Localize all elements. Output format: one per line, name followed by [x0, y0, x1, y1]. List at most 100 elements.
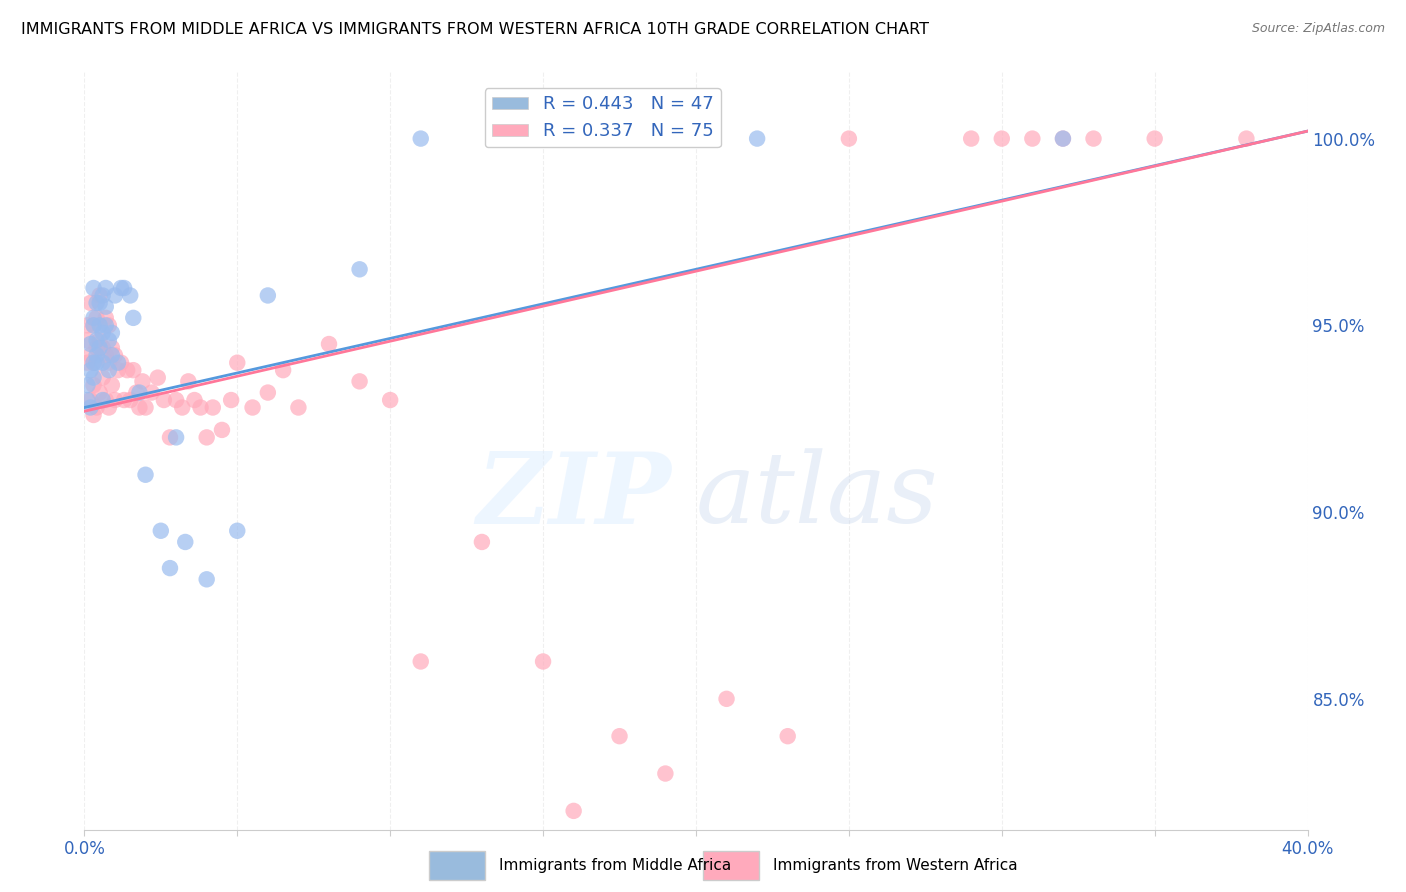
- Point: [287, 401, 309, 415]
- Point: [172, 401, 194, 415]
- Point: [609, 729, 631, 743]
- Point: [91, 326, 114, 340]
- Point: [1143, 131, 1166, 145]
- Point: [122, 363, 145, 377]
- Point: [110, 281, 132, 295]
- Point: [94, 392, 117, 407]
- Point: [128, 385, 150, 400]
- Point: [531, 655, 554, 669]
- Text: Immigrants from Western Africa: Immigrants from Western Africa: [773, 858, 1018, 872]
- Point: [97, 356, 120, 370]
- Point: [716, 691, 738, 706]
- Point: [89, 318, 111, 333]
- Point: [211, 423, 233, 437]
- Point: [89, 341, 111, 355]
- Point: [101, 341, 124, 355]
- Point: [242, 401, 264, 415]
- Point: [79, 337, 101, 351]
- Point: [747, 131, 769, 145]
- Point: [349, 262, 371, 277]
- Point: [219, 392, 242, 407]
- Point: [960, 131, 983, 145]
- Point: [94, 310, 117, 325]
- Point: [94, 281, 117, 295]
- Point: [83, 408, 105, 422]
- Point: [257, 288, 280, 302]
- Point: [562, 804, 585, 818]
- Point: [107, 363, 129, 377]
- Point: [76, 333, 98, 347]
- Point: [120, 288, 142, 302]
- Point: [79, 296, 101, 310]
- Text: Immigrants from Middle Africa: Immigrants from Middle Africa: [499, 858, 731, 872]
- Point: [159, 430, 181, 444]
- Point: [1021, 131, 1043, 145]
- Point: [76, 378, 98, 392]
- Point: [107, 356, 129, 370]
- Point: [131, 375, 153, 389]
- Point: [86, 348, 108, 362]
- Point: [86, 356, 108, 370]
- Point: [79, 392, 101, 407]
- Point: [141, 385, 163, 400]
- Point: [146, 370, 169, 384]
- Point: [83, 318, 105, 333]
- Point: [86, 401, 108, 415]
- Point: [201, 401, 224, 415]
- Point: [89, 296, 111, 310]
- Point: [83, 356, 105, 370]
- Point: [654, 766, 676, 780]
- Point: [776, 729, 799, 743]
- Point: [471, 535, 494, 549]
- Point: [226, 524, 249, 538]
- Point: [101, 348, 124, 362]
- Point: [83, 370, 105, 384]
- Point: [91, 356, 114, 370]
- Point: [76, 392, 98, 407]
- Point: [128, 401, 150, 415]
- Point: [89, 385, 111, 400]
- Legend: R = 0.443   N = 47, R = 0.337   N = 75: R = 0.443 N = 47, R = 0.337 N = 75: [485, 88, 720, 147]
- Text: ZIP: ZIP: [477, 448, 672, 544]
- Point: [94, 348, 117, 362]
- Point: [94, 318, 117, 333]
- Point: [115, 363, 138, 377]
- Point: [120, 392, 142, 407]
- Point: [94, 300, 117, 314]
- Text: IMMIGRANTS FROM MIDDLE AFRICA VS IMMIGRANTS FROM WESTERN AFRICA 10TH GRADE CORRE: IMMIGRANTS FROM MIDDLE AFRICA VS IMMIGRA…: [21, 22, 929, 37]
- Point: [112, 392, 135, 407]
- Point: [226, 356, 249, 370]
- Point: [159, 561, 181, 575]
- Point: [318, 337, 340, 351]
- Point: [135, 467, 157, 482]
- Point: [838, 131, 860, 145]
- Text: Source: ZipAtlas.com: Source: ZipAtlas.com: [1251, 22, 1385, 36]
- Point: [91, 288, 114, 302]
- Point: [89, 333, 111, 347]
- Point: [165, 430, 187, 444]
- Point: [86, 310, 108, 325]
- Point: [1052, 131, 1074, 145]
- Point: [112, 281, 135, 295]
- Point: [991, 131, 1014, 145]
- Point: [149, 524, 172, 538]
- Point: [183, 392, 205, 407]
- Point: [79, 348, 101, 362]
- Point: [409, 655, 432, 669]
- Point: [104, 348, 127, 362]
- Point: [380, 392, 402, 407]
- Point: [165, 392, 187, 407]
- Point: [86, 296, 108, 310]
- Point: [79, 401, 101, 415]
- Point: [104, 288, 127, 302]
- Point: [125, 385, 148, 400]
- Point: [91, 392, 114, 407]
- Point: [174, 535, 197, 549]
- Point: [76, 318, 98, 333]
- Point: [110, 356, 132, 370]
- Point: [1236, 131, 1258, 145]
- Point: [91, 370, 114, 384]
- FancyBboxPatch shape: [703, 851, 759, 880]
- Point: [104, 392, 127, 407]
- Point: [97, 401, 120, 415]
